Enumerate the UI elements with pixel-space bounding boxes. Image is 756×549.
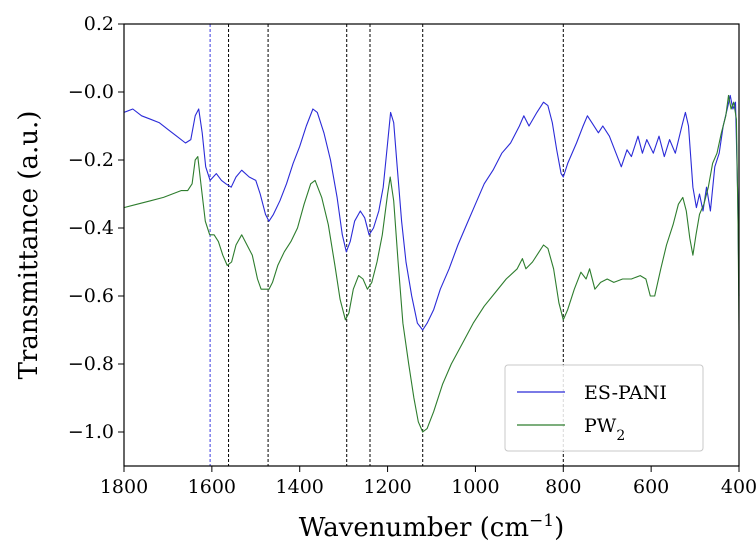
series-layer — [123, 94, 740, 433]
axis-ticks: 1800 1600 1400 1200 1000 800 600 400 0.2 −0.0 −0.2… — [68, 13, 756, 498]
x-tick-label: 800 — [545, 476, 581, 498]
legend-label-pw2: PW2 — [584, 415, 625, 444]
x-tick-label: 1600 — [188, 476, 236, 498]
series-line-es-pani — [123, 94, 740, 331]
x-tick-label: 1800 — [100, 476, 148, 498]
x-axis-title-close: ) — [554, 513, 564, 543]
legend-label-es-pani: ES-PANI — [584, 382, 667, 404]
legend: ES-PANI PW2 — [504, 364, 704, 452]
legend-label-pw2-main: PW — [584, 415, 617, 437]
y-axis-title: Transmittance (a.u.) — [14, 111, 44, 380]
y-tick-label: −0.6 — [68, 285, 114, 307]
x-tick-label: 400 — [721, 476, 756, 498]
x-tick-label: 600 — [633, 476, 669, 498]
x-tick-label: 1000 — [451, 476, 499, 498]
y-tick-label: −0.4 — [68, 217, 114, 239]
legend-label-pw2-subscript: 2 — [616, 428, 625, 444]
x-axis-title-main: Wavenumber (cm — [299, 513, 529, 543]
y-tick-label: −0.8 — [68, 353, 114, 375]
reference-lines — [209, 24, 564, 466]
x-axis-title: Wavenumber (cm−1) — [299, 511, 565, 543]
y-tick-label: −1.0 — [68, 421, 114, 443]
legend-box — [504, 364, 704, 452]
plot-frame — [123, 23, 740, 467]
y-tick-label: −0.2 — [68, 149, 114, 171]
x-axis-title-superscript: −1 — [529, 511, 554, 531]
series-line-pw2 — [123, 94, 740, 433]
x-tick-label: 1400 — [276, 476, 324, 498]
x-tick-label: 1200 — [363, 476, 411, 498]
y-tick-label: 0.2 — [84, 13, 114, 35]
y-tick-label: −0.0 — [68, 81, 114, 103]
